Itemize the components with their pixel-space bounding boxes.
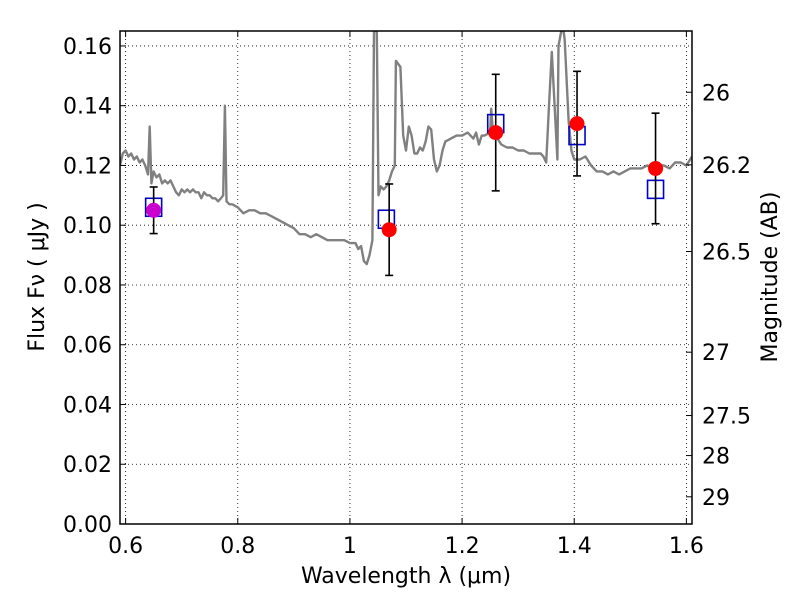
- grid-lines: [120, 31, 692, 525]
- x-tick-label: 0.6: [108, 534, 143, 559]
- x-tick-label: 1.6: [669, 534, 704, 559]
- x-tick-label: 1.2: [445, 534, 480, 559]
- observed-flux-point: [488, 125, 504, 141]
- marker-layer: [144, 70, 665, 277]
- y-tick-label: 0.12: [63, 154, 112, 179]
- right-tick-label: 29: [702, 486, 730, 511]
- y-tick-label: 0.16: [63, 35, 112, 60]
- model-spectrum-line: [120, 31, 692, 266]
- x-axis-label: Wavelength λ (μm): [301, 564, 511, 589]
- x-tick-label: 0.8: [220, 534, 255, 559]
- right-tick-label: 26.2: [702, 154, 751, 179]
- axis-ticks: 0.6 0.8 1 1.2 1.4 1.6 0.00 0.02 0.04 0.06 0.08 0.10…: [63, 31, 751, 559]
- observed-flux-point: [146, 202, 162, 218]
- right-tick-label: 26: [702, 81, 730, 106]
- y-tick-label: 0.08: [63, 274, 112, 299]
- y-tick-label: 0.14: [63, 95, 112, 120]
- right-tick-label: 27: [702, 341, 730, 366]
- x-tick-label: 1.4: [557, 534, 592, 559]
- x-tick-label: 1: [343, 534, 357, 559]
- right-tick-label: 27.5: [702, 405, 751, 430]
- y-tick-label: 0.10: [63, 214, 112, 239]
- y-tick-label: 0.02: [63, 453, 112, 478]
- observed-flux-point: [569, 116, 585, 132]
- observed-flux-point: [648, 160, 664, 176]
- y-tick-label: 0.04: [63, 393, 112, 418]
- right-tick-label: 28: [702, 445, 730, 470]
- observed-flux-point: [381, 222, 397, 238]
- y-axis-label: Flux Fν ( μJy ): [25, 202, 50, 351]
- plot-area: [120, 31, 692, 266]
- y-tick-label: 0.06: [63, 334, 112, 359]
- right-tick-label: 26.5: [702, 241, 751, 266]
- plot-frame: [119, 30, 693, 525]
- right-axis-label: Magnitude (AB): [758, 192, 783, 363]
- y-tick-label: 0.00: [63, 513, 112, 538]
